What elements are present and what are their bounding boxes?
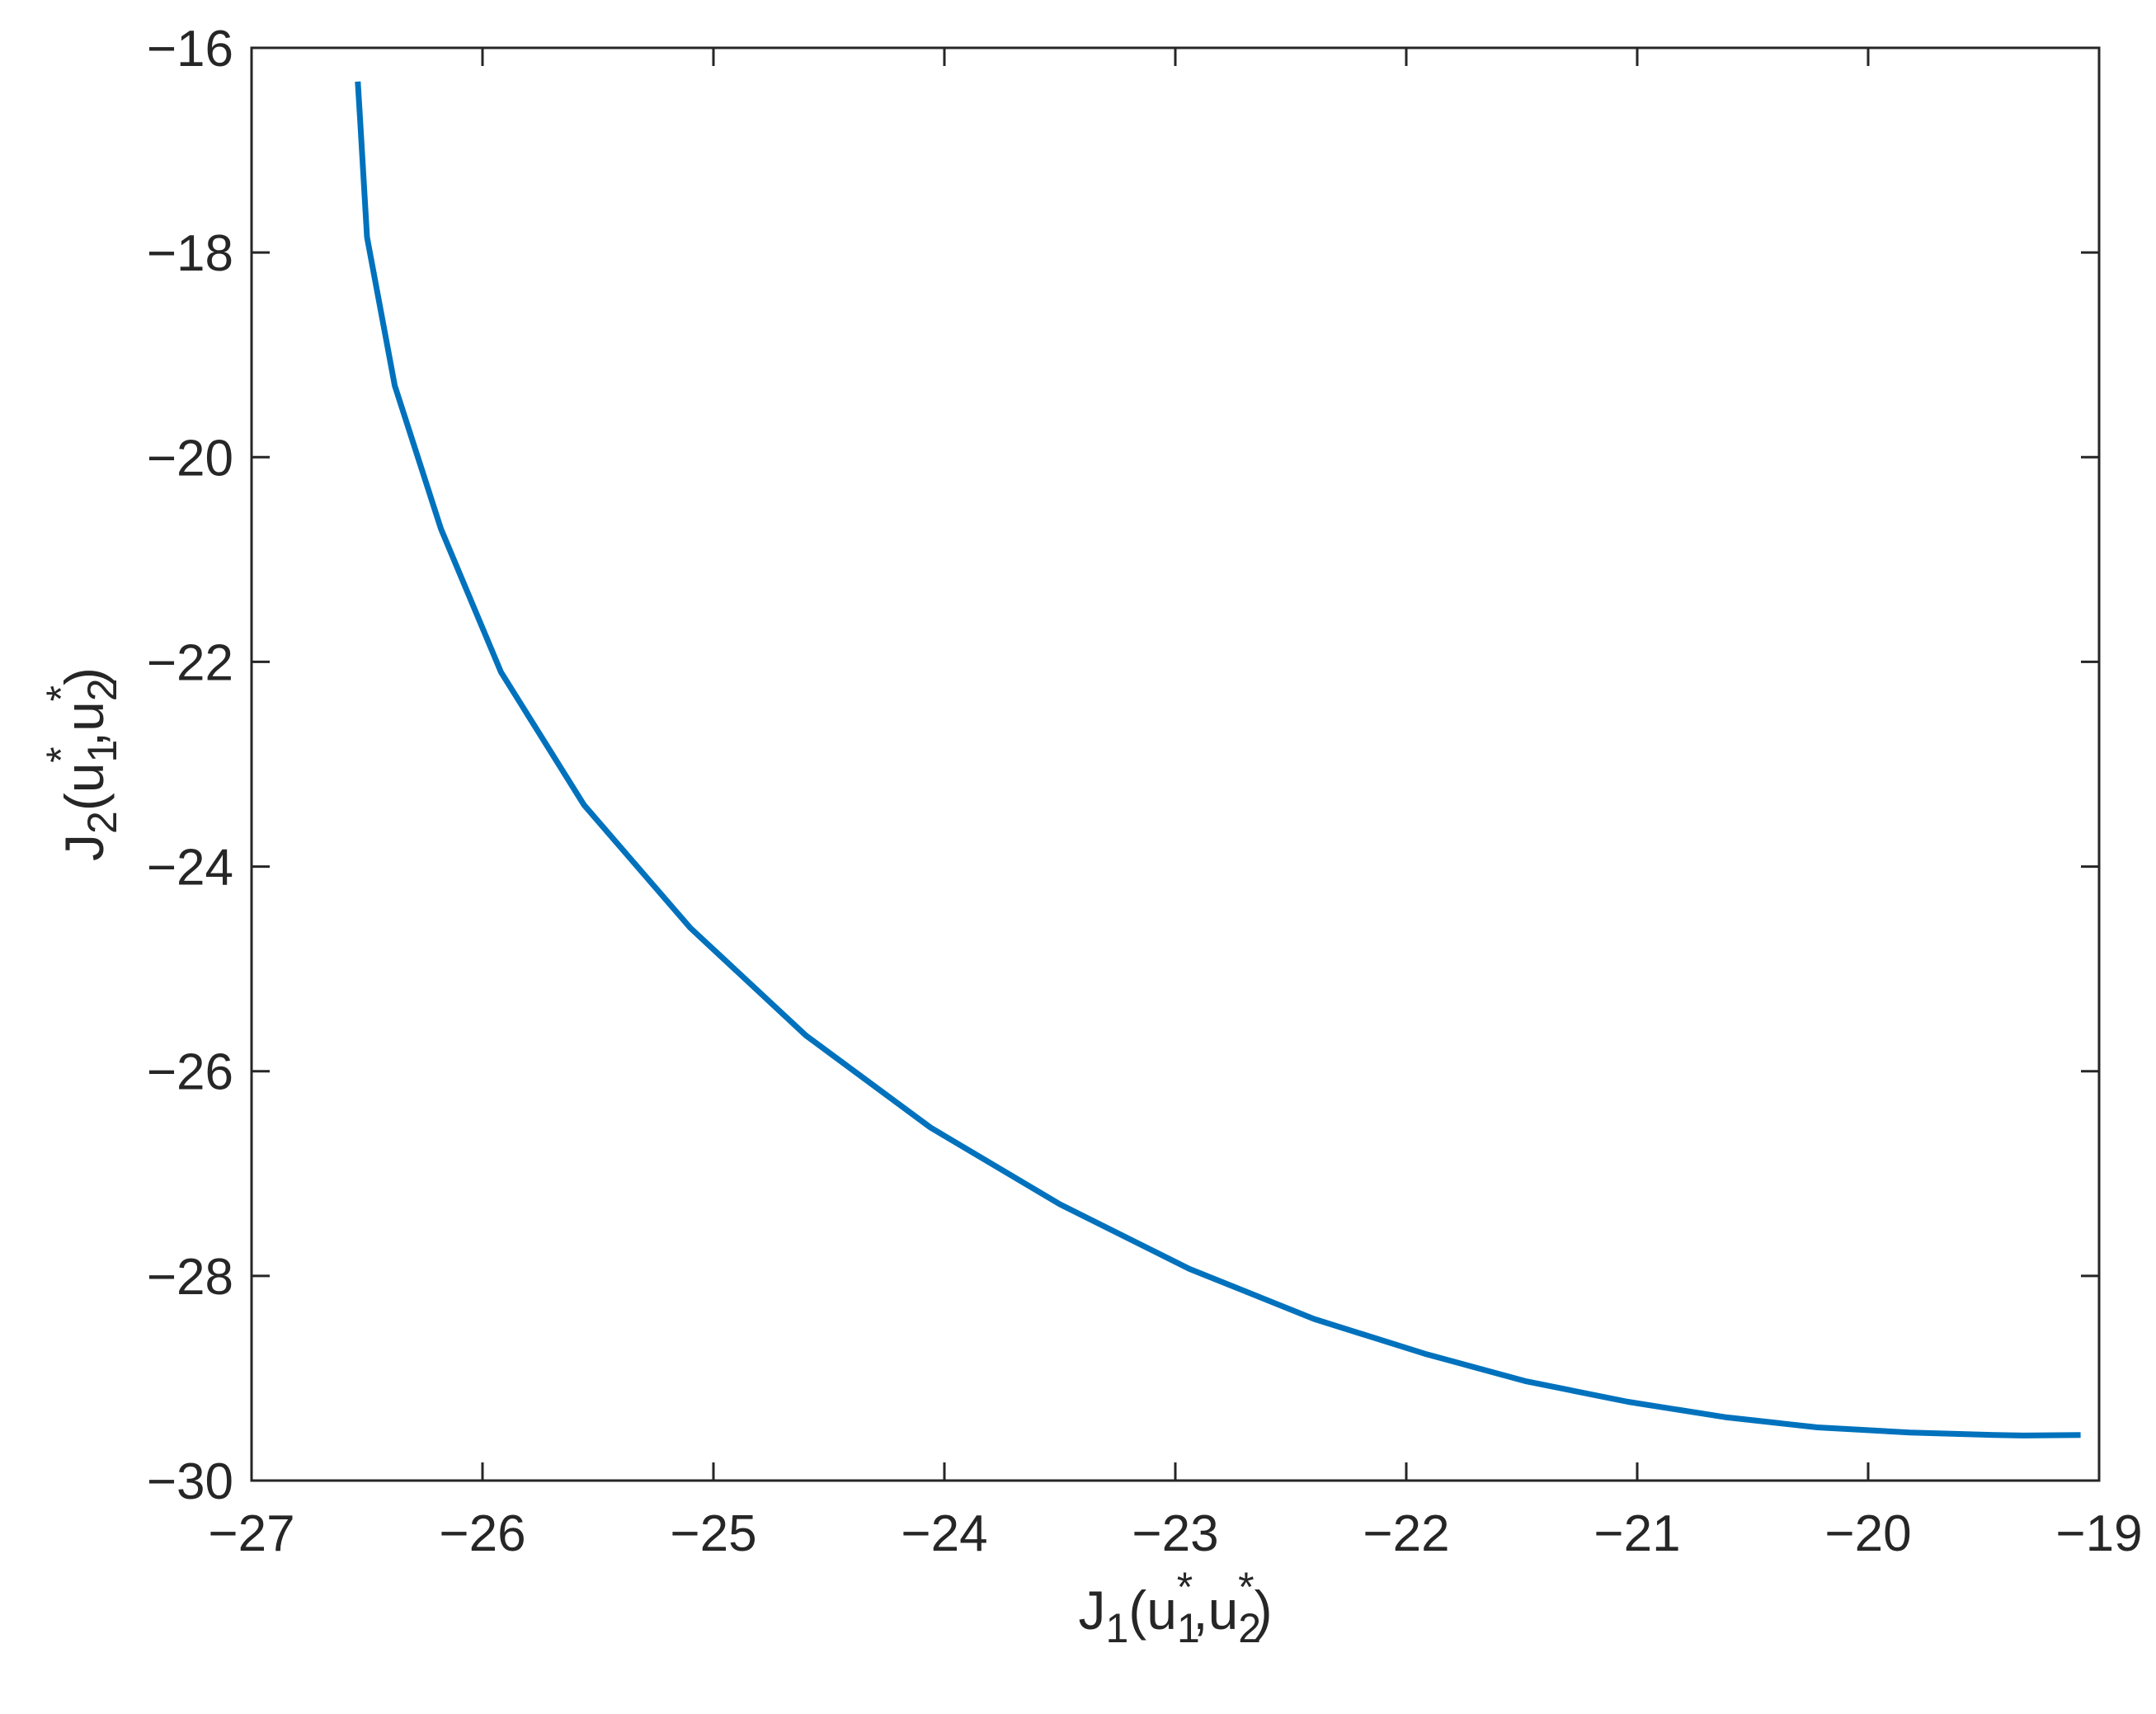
axis-label-part: 2 (79, 811, 125, 834)
x-tick-label: −22 (1363, 1505, 1449, 1562)
axis-label-part: 1 (1105, 1605, 1128, 1651)
x-axis-label: J1(u1*,u2*) (1078, 1564, 1272, 1651)
axis-label-part: ,u (1193, 1580, 1238, 1641)
axis-label-part: ,u (54, 701, 115, 746)
axis-label-part: J (54, 834, 115, 861)
x-tick-label: −27 (208, 1505, 294, 1562)
y-tick-label: −26 (147, 1044, 233, 1101)
x-tick-label: −20 (1824, 1505, 1911, 1562)
series-layer (355, 81, 2081, 1439)
x-tick-label: −23 (1132, 1505, 1218, 1562)
axis-label-part: ) (1255, 1580, 1273, 1641)
axis-label-part: * (1238, 1564, 1254, 1610)
axis-label-part: 2 (1238, 1605, 1261, 1651)
axis-label-part: 1 (79, 740, 125, 763)
x-axis-tick-labels: −27 −26 −25 −24 −23 −22 −21 −20 −19 (208, 1505, 2142, 1562)
y-tick-label: −18 (147, 225, 233, 282)
x-tick-label: −21 (1593, 1505, 1680, 1562)
axis-label-part: * (38, 685, 84, 701)
axis-label-part: * (38, 746, 84, 762)
y-axis-label: J2(u1*,u2*) (38, 667, 125, 861)
y-tick-label: −24 (147, 840, 233, 897)
x-tick-label: −24 (901, 1505, 987, 1562)
axis-label-part: (u (54, 763, 115, 812)
plot-area-frame (250, 46, 2101, 1482)
y-tick-label: −30 (147, 1453, 233, 1510)
y-axis-tick-labels: −30 −28 −26 −24 −22 −20 −18 −16 (147, 21, 233, 1510)
axis-label-part: ) (54, 667, 115, 685)
y-tick-label: −28 (147, 1249, 233, 1306)
y-tick-label: −22 (147, 634, 233, 691)
axis-label-part: (u (1128, 1580, 1177, 1641)
axis-label-part: * (1177, 1564, 1193, 1610)
x-tick-label: −25 (670, 1505, 756, 1562)
axis-label-part: J (1078, 1580, 1105, 1641)
x-tick-label: −26 (439, 1505, 525, 1562)
axis-label-part: 1 (1177, 1605, 1200, 1651)
series-line-1 (355, 81, 2081, 1439)
y-tick-label: −16 (147, 21, 233, 78)
y-tick-label: −20 (147, 430, 233, 487)
x-tick-label: −19 (2055, 1505, 2142, 1562)
axis-label-part: 2 (79, 678, 125, 701)
